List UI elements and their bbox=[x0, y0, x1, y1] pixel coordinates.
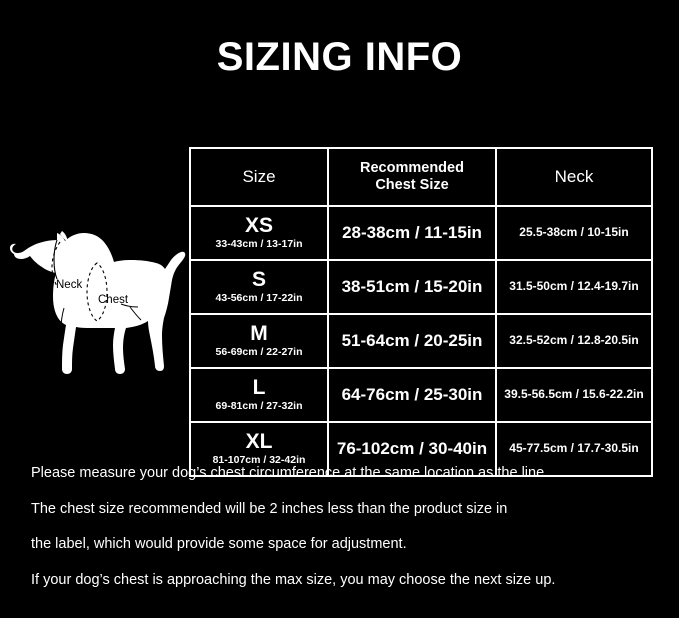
column-header-neck: Neck bbox=[495, 147, 653, 207]
neck-value: 31.5-50cm / 12.4-19.7in bbox=[509, 279, 639, 294]
neck-value: 32.5-52cm / 12.8-20.5in bbox=[509, 333, 639, 348]
cell-size: S 43-56cm / 17-22in bbox=[189, 259, 329, 315]
column-header-size: Size bbox=[189, 147, 329, 207]
chest-value: 28-38cm / 11-15in bbox=[342, 222, 482, 242]
table-row: XS 33-43cm / 13-17in 28-38cm / 11-15in 2… bbox=[189, 205, 653, 261]
dog-silhouette-icon bbox=[10, 231, 186, 374]
dog-illustration: Neck Chest bbox=[8, 222, 188, 387]
size-label: XL bbox=[245, 430, 273, 454]
cell-neck: 31.5-50cm / 12.4-19.7in bbox=[495, 259, 653, 315]
size-label: L bbox=[252, 376, 266, 400]
cell-size: M 56-69cm / 22-27in bbox=[189, 313, 329, 369]
table-row: XL 81-107cm / 32-42in 76-102cm / 30-40in… bbox=[189, 421, 653, 477]
cell-chest: 64-76cm / 25-30in bbox=[327, 367, 497, 423]
chest-value: 76-102cm / 30-40in bbox=[336, 438, 488, 458]
cell-chest: 38-51cm / 15-20in bbox=[327, 259, 497, 315]
size-label: XS bbox=[244, 214, 273, 238]
neck-value: 25.5-38cm / 10-15in bbox=[519, 225, 629, 240]
column-header-chest-line2: Chest Size bbox=[375, 177, 449, 193]
neck-value: 39.5-56.5cm / 15.6-22.2in bbox=[504, 387, 644, 402]
measurement-notes: Please measure your dog’s chest circumfe… bbox=[31, 466, 651, 608]
chest-value: 64-76cm / 25-30in bbox=[341, 384, 483, 404]
chest-value: 51-64cm / 20-25in bbox=[341, 330, 483, 350]
sizing-table: Size Recommended Chest Size Neck XS 33-4… bbox=[189, 147, 653, 477]
note-line: The chest size recommended will be 2 inc… bbox=[31, 500, 508, 517]
size-sublabel: 43-56cm / 17-22in bbox=[215, 292, 303, 305]
dog-neck-label: Neck bbox=[56, 279, 83, 291]
column-header-chest: Recommended Chest Size bbox=[327, 147, 497, 207]
size-label: S bbox=[251, 268, 266, 292]
cell-chest: 51-64cm / 20-25in bbox=[327, 313, 497, 369]
note-line: If your dog’s chest is approaching the m… bbox=[31, 571, 556, 588]
size-sublabel: 56-69cm / 22-27in bbox=[215, 346, 303, 359]
cell-neck: 32.5-52cm / 12.8-20.5in bbox=[495, 313, 653, 369]
page-title: SIZING INFO bbox=[216, 35, 463, 79]
dog-chest-label: Chest bbox=[98, 294, 129, 306]
cell-chest: 76-102cm / 30-40in bbox=[327, 421, 497, 477]
cell-size: XL 81-107cm / 32-42in bbox=[189, 421, 329, 477]
note-line: the label, which would provide some spac… bbox=[31, 536, 407, 552]
cell-neck: 25.5-38cm / 10-15in bbox=[495, 205, 653, 261]
size-sublabel: 81-107cm / 32-42in bbox=[212, 454, 306, 467]
table-row: L 69-81cm / 27-32in 64-76cm / 25-30in 39… bbox=[189, 367, 653, 423]
note-line: Please measure your dog’s chest circumfe… bbox=[31, 465, 549, 481]
size-label: M bbox=[250, 322, 268, 346]
cell-neck: 39.5-56.5cm / 15.6-22.2in bbox=[495, 367, 653, 423]
size-sublabel: 69-81cm / 27-32in bbox=[215, 400, 303, 413]
neck-value: 45-77.5cm / 17.7-30.5in bbox=[509, 441, 639, 456]
size-sublabel: 33-43cm / 13-17in bbox=[215, 238, 303, 251]
table-row: M 56-69cm / 22-27in 51-64cm / 20-25in 32… bbox=[189, 313, 653, 369]
chest-value: 38-51cm / 15-20in bbox=[341, 276, 483, 296]
cell-size: XS 33-43cm / 13-17in bbox=[189, 205, 329, 261]
table-header-row: Size Recommended Chest Size Neck bbox=[189, 147, 653, 207]
column-header-chest-line1: Recommended bbox=[360, 160, 464, 177]
cell-chest: 28-38cm / 11-15in bbox=[327, 205, 497, 261]
cell-neck: 45-77.5cm / 17.7-30.5in bbox=[495, 421, 653, 477]
cell-size: L 69-81cm / 27-32in bbox=[189, 367, 329, 423]
table-row: S 43-56cm / 17-22in 38-51cm / 15-20in 31… bbox=[189, 259, 653, 315]
